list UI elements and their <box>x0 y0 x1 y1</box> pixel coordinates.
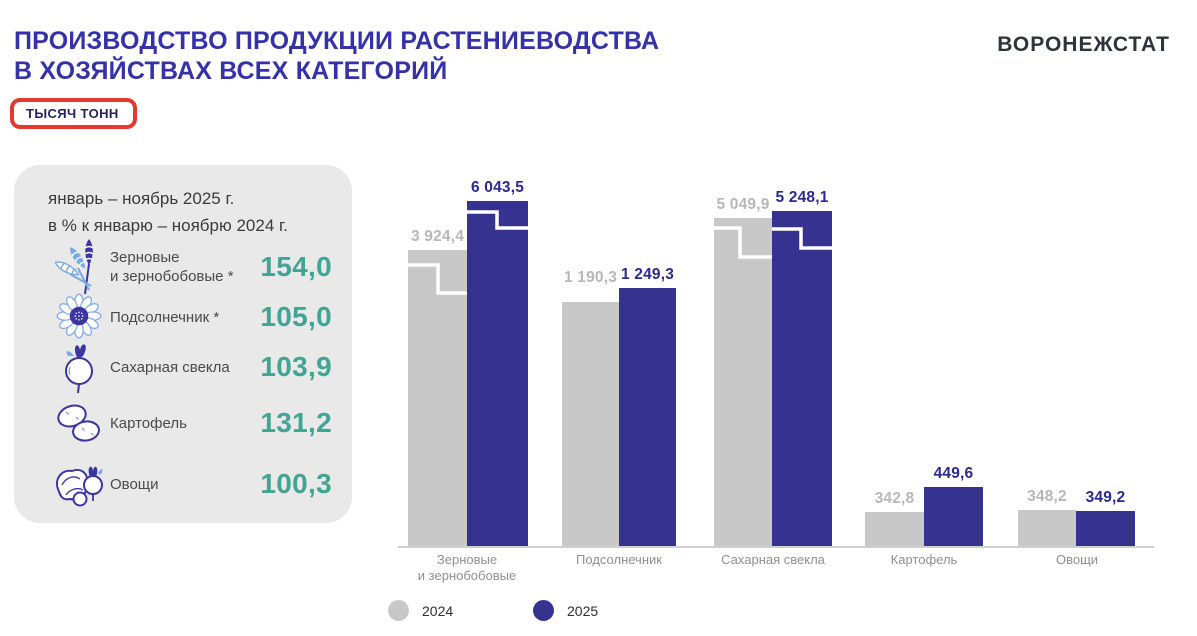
summary-label-sugar-beet: Сахарная свекла <box>110 358 230 376</box>
bar-value-2024-2: 1 190,3 <box>563 269 618 286</box>
period-caption: январь – ноябрь 2025 г. в % к январю – н… <box>48 185 334 239</box>
summary-row-sugar-beet: Сахарная свекла 103,9 <box>48 343 334 394</box>
bar-2024-3 <box>714 218 772 546</box>
legend-label-2024: 2024 <box>422 602 454 619</box>
unit-label: ТЫСЯЧ ТОНН <box>26 106 119 121</box>
period-line2: в % к январю – ноябрю 2024 г. <box>48 216 288 235</box>
bar-2025-5 <box>1076 511 1135 546</box>
summary-label-potato: Картофель <box>110 414 187 432</box>
summary-label-vegetables: Овощи <box>110 475 159 493</box>
vegetables-icon <box>48 455 110 513</box>
x-axis-label-3: Сахарная свекла <box>721 552 825 567</box>
summary-value-sunflower: 105,0 <box>260 301 332 332</box>
x-axis-label-4: Картофель <box>890 552 958 567</box>
legend-label-2025: 2025 <box>567 602 599 619</box>
summary-row-vegetables: Овощи 100,3 <box>48 455 334 513</box>
step-line-decoration <box>408 263 467 295</box>
step-line-decoration <box>772 227 832 250</box>
bar-value-2024-5: 348,2 <box>1027 488 1067 505</box>
summary-row-potato: Картофель 131,2 <box>48 391 334 455</box>
bar-value-2025-2: 1 249,3 <box>620 266 675 283</box>
voronezhstat-logo: ВОРОНЕЖСТАТ <box>997 33 1170 56</box>
summary-row-grain: Зерновые и зернобобовые * 154,0 <box>48 239 334 295</box>
page-title-line2: В ХОЗЯЙСТВАХ ВСЕХ КАТЕГОРИЙ <box>14 57 448 85</box>
bar-value-2024-1: 3 924,4 <box>410 228 465 245</box>
bar-2024-4 <box>865 512 924 546</box>
x-axis-line <box>398 546 1154 548</box>
summary-label-grain: Зерновые и зернобобовые * <box>110 249 234 285</box>
sunflower-icon <box>48 291 110 343</box>
bar-value-2025-4: 449,6 <box>933 465 974 482</box>
bar-value-2025-3: 5 248,1 <box>775 189 829 206</box>
summary-row-sunflower: Подсолнечник * 105,0 <box>48 291 334 343</box>
bar-2024-2 <box>562 302 619 546</box>
bar-2024-1 <box>408 250 467 546</box>
summary-value-grain: 154,0 <box>260 251 332 282</box>
legend-swatch-2024 <box>388 600 409 621</box>
summary-value-vegetables: 100,3 <box>260 468 332 499</box>
bar-2025-3 <box>772 211 832 546</box>
bar-value-2025-1: 6 043,5 <box>470 179 525 196</box>
x-axis-label-2: Подсолнечник <box>576 552 662 567</box>
bar-2025-4 <box>924 487 983 546</box>
page-title-line1: ПРОИЗВОДСТВО ПРОДУКЦИИ РАСТЕНИЕВОДСТВА <box>14 27 660 55</box>
legend-item-2024: 2024 <box>388 600 453 621</box>
step-line-decoration <box>714 226 772 259</box>
unit-annotation-box: ТЫСЯЧ ТОНН <box>10 98 137 129</box>
potato-icon <box>48 398 110 448</box>
summary-panel: январь – ноябрь 2025 г. в % к январю – н… <box>14 165 352 523</box>
sugar-beet-icon <box>48 338 110 396</box>
bar-2025-1 <box>467 201 528 546</box>
wheat-icon <box>48 238 110 296</box>
bar-2024-5 <box>1018 510 1076 546</box>
legend-swatch-2025 <box>533 600 554 621</box>
legend-item-2025: 2025 <box>533 600 598 621</box>
bar-value-2024-3: 5 049,9 <box>716 196 770 213</box>
step-line-decoration <box>467 210 528 230</box>
bar-value-2025-5: 349,2 <box>1085 489 1126 506</box>
summary-value-sugar-beet: 103,9 <box>260 351 332 382</box>
page-title: ПРОИЗВОДСТВО ПРОДУКЦИИ РАСТЕНИЕВОДСТВА В… <box>14 26 659 86</box>
period-line1: январь – ноябрь 2025 г. <box>48 189 235 208</box>
bar-2025-2 <box>619 288 676 546</box>
x-axis-label-5: Овощи <box>1055 552 1099 567</box>
summary-value-potato: 131,2 <box>260 407 332 438</box>
bar-value-2024-4: 342,8 <box>874 490 915 507</box>
summary-label-sunflower: Подсолнечник * <box>110 308 220 326</box>
x-axis-label-1: Зерновые и зернобобовые <box>417 552 517 583</box>
